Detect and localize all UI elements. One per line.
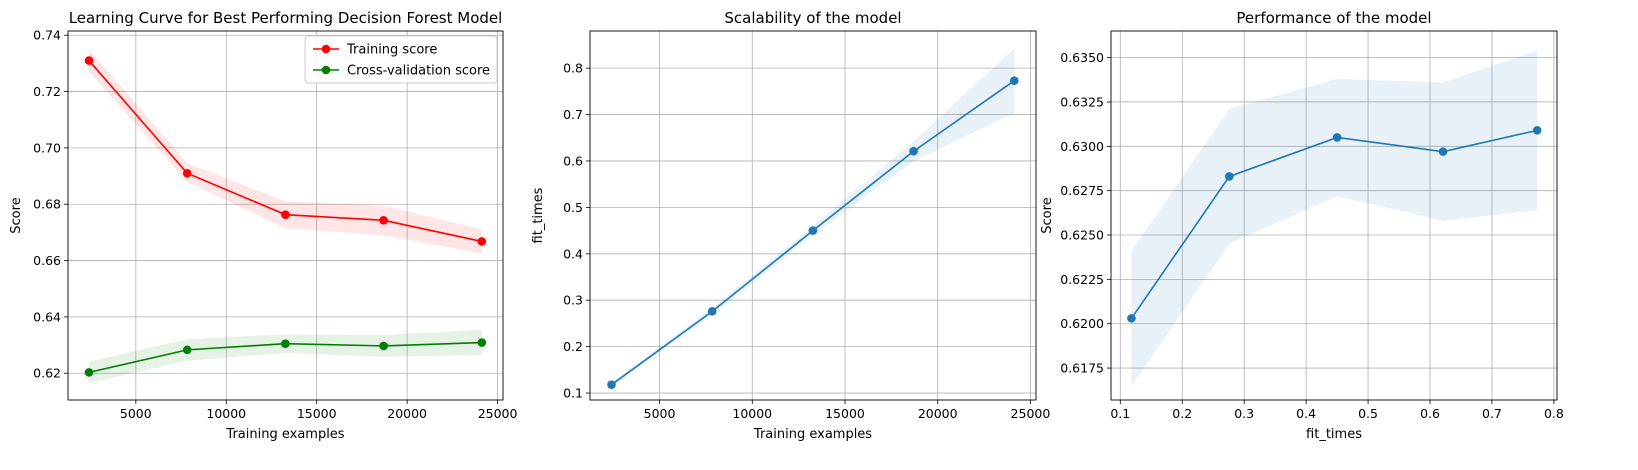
x-tick-label: 0.3 xyxy=(1234,406,1254,421)
y-axis-label: Score xyxy=(1040,197,1055,233)
x-tick-label: 15000 xyxy=(825,406,865,421)
series-1-band xyxy=(611,48,1015,388)
y-tick-label: 0.74 xyxy=(33,28,61,43)
series-1-point xyxy=(84,56,94,65)
y-tick-label: 0.6250 xyxy=(1060,228,1104,243)
series-2-band xyxy=(88,329,482,384)
x-tick-label: 20000 xyxy=(918,406,958,421)
x-tick-label: 0.4 xyxy=(1296,406,1316,421)
y-axis-label: Score xyxy=(9,197,24,233)
series-1-point xyxy=(1225,172,1234,181)
axes-frame xyxy=(67,30,504,401)
x-tick-label: 10000 xyxy=(732,406,772,421)
legend-box xyxy=(304,35,498,84)
y-tick-label: 0.5 xyxy=(563,200,583,215)
series-1-point xyxy=(1332,133,1342,142)
series-1-point xyxy=(607,380,616,389)
y-tick-label: 0.68 xyxy=(33,197,61,212)
y-tick-label: 0.6275 xyxy=(1060,183,1104,198)
y-tick-label: 0.70 xyxy=(33,140,61,155)
y-tick-label: 0.62 xyxy=(33,366,61,381)
y-tick-label: 0.2 xyxy=(563,339,583,354)
series-1-point xyxy=(477,237,487,246)
x-tick-label: 10000 xyxy=(206,406,246,421)
chart-panel-3: 0.1 0.2 0.3 0.4 0.5 0.6 0.7 0.8 0.6175 0.6200 0.62… xyxy=(1040,9,1564,442)
series-1-point xyxy=(808,226,818,235)
series-1-band xyxy=(1131,50,1538,386)
chart-panel-2: 5000 10000 15000 20000 25000 0.1 0.2 0.3 0.4 0.5 0… xyxy=(531,9,1050,442)
series-1-point xyxy=(707,307,717,316)
series-1-point xyxy=(281,210,290,219)
series-2-point xyxy=(477,338,487,347)
y-axis-label: fit_times xyxy=(531,187,546,243)
y-tick-label: 0.7 xyxy=(563,107,583,122)
y-tick-label: 0.1 xyxy=(563,386,583,401)
y-tick-label: 0.8 xyxy=(563,61,583,76)
series-2-point xyxy=(84,368,94,377)
x-tick-label: 0.1 xyxy=(1110,406,1130,421)
x-tick-label: 20000 xyxy=(387,406,427,421)
x-tick-label: 25000 xyxy=(478,406,518,421)
x-tick-label: 25000 xyxy=(1011,406,1051,421)
y-tick-label: 0.6325 xyxy=(1060,94,1104,109)
x-tick-label: 0.8 xyxy=(1544,406,1564,421)
series-1-point xyxy=(1127,314,1136,323)
series-2-point xyxy=(379,341,388,351)
series-2-point xyxy=(182,345,192,355)
series-1-point xyxy=(909,146,918,156)
y-tick-label: 0.6175 xyxy=(1060,361,1104,376)
axes-frame xyxy=(589,30,1037,401)
series-1-point xyxy=(379,215,388,225)
y-tick-label: 0.6200 xyxy=(1060,316,1104,331)
y-tick-label: 0.6300 xyxy=(1060,139,1104,154)
series-2-point xyxy=(281,339,290,348)
x-axis-label: fit_times xyxy=(1306,427,1362,442)
x-tick-label: 5000 xyxy=(644,406,676,421)
axes-frame xyxy=(1110,30,1558,401)
y-tick-label: 0.4 xyxy=(563,246,583,261)
y-tick-label: 0.6350 xyxy=(1060,50,1104,65)
x-axis-label: Training examples xyxy=(753,427,872,442)
x-tick-label: 15000 xyxy=(297,406,337,421)
series-1-point xyxy=(1010,76,1019,85)
series-1-point xyxy=(1438,147,1448,156)
x-tick-label: 0.6 xyxy=(1420,406,1440,421)
x-tick-label: 0.2 xyxy=(1172,406,1192,421)
y-tick-label: 0.6 xyxy=(563,153,583,168)
y-tick-label: 0.3 xyxy=(563,293,583,308)
x-tick-label: 0.7 xyxy=(1482,406,1502,421)
legend-swatch-marker xyxy=(321,65,331,75)
chart-title: Scalability of the model xyxy=(724,9,901,27)
legend-label: Training score xyxy=(346,43,437,58)
chart-panel-1: 5000 10000 15000 20000 25000 0.62 0.64 0.66 0.68… xyxy=(9,9,518,442)
chart-title: Learning Curve for Best Performing Decis… xyxy=(69,9,503,27)
x-axis-label: Training examples xyxy=(225,427,344,442)
y-tick-label: 0.66 xyxy=(33,253,61,268)
y-tick-label: 0.72 xyxy=(33,84,61,99)
legend-label: Cross-validation score xyxy=(347,64,490,79)
legend-swatch-marker xyxy=(321,44,331,54)
series-1-point xyxy=(182,168,192,178)
series-1-point xyxy=(1532,126,1542,135)
y-tick-label: 0.64 xyxy=(33,309,61,324)
x-tick-label: 0.5 xyxy=(1358,406,1378,421)
x-tick-label: 5000 xyxy=(120,406,152,421)
y-tick-label: 0.6225 xyxy=(1060,272,1104,287)
chart-title: Performance of the model xyxy=(1236,9,1431,27)
